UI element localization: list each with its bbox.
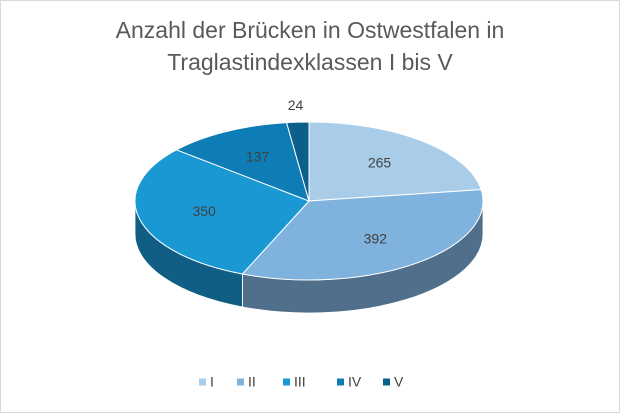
legend-swatch xyxy=(337,378,344,386)
slice xyxy=(175,122,310,202)
slice xyxy=(241,189,484,281)
legend-label: III xyxy=(294,374,306,390)
slice xyxy=(134,149,310,275)
legend-swatch xyxy=(199,378,206,386)
data-label: 392 xyxy=(364,230,388,246)
data-label: 24 xyxy=(288,97,304,113)
legend-label: I xyxy=(210,374,214,390)
legend-label: II xyxy=(248,374,256,390)
data-label: 350 xyxy=(192,203,216,219)
legend-swatch xyxy=(237,378,244,386)
legend-label: IV xyxy=(348,374,362,390)
data-label: 137 xyxy=(246,149,270,165)
chart-title: Anzahl der Brücken in Ostwestfalen in Tr… xyxy=(115,17,505,75)
legend-label: V xyxy=(394,374,404,390)
data-label: 265 xyxy=(368,155,392,171)
slice xyxy=(285,121,310,202)
legend-swatch xyxy=(383,378,390,386)
slice xyxy=(308,121,482,202)
legend-swatch xyxy=(283,378,290,386)
